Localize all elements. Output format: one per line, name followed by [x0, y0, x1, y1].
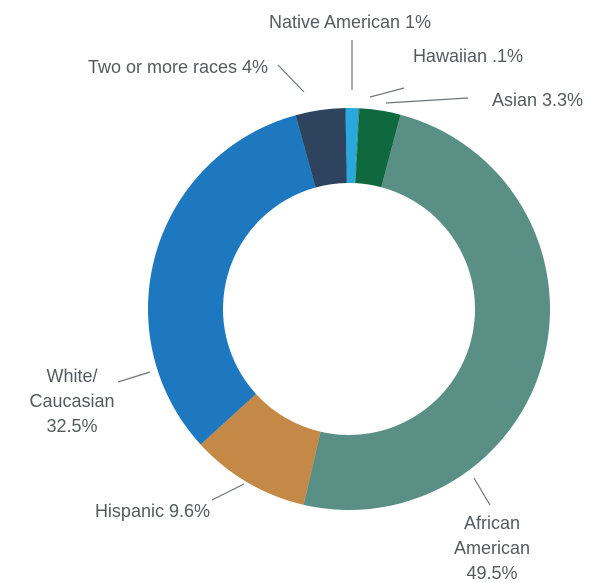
label-two-or-more-races: Two or more races 4% — [88, 57, 268, 77]
label-line: Caucasian — [29, 391, 114, 411]
leader-lines-group — [117, 40, 491, 506]
label-line: African — [464, 513, 520, 533]
slice-hispanic — [200, 393, 321, 505]
label-line: Hispanic 9.6% — [95, 501, 210, 521]
label-african-american: African American 49.5% — [454, 513, 530, 583]
slice-white-caucasian — [148, 115, 316, 445]
label-native-american: Native American 1% — [269, 12, 431, 32]
slice-asian — [355, 108, 401, 188]
slice-native-american — [345, 107, 359, 184]
leader-line-white-caucasian — [117, 371, 151, 383]
label-hispanic: Hispanic 9.6% — [95, 501, 210, 521]
slice-african-american — [303, 114, 550, 510]
leader-line-two-or-more-races — [277, 64, 305, 93]
label-line: White/ — [46, 366, 97, 386]
slice-hawaiian — [354, 108, 360, 184]
slice-two-or-more-races — [295, 108, 347, 188]
label-line: Native American 1% — [269, 12, 431, 32]
label-hawaiian: Hawaiian .1% — [413, 46, 523, 66]
slices-group — [148, 107, 550, 510]
leader-line-african-american — [473, 477, 491, 506]
label-line: 32.5% — [46, 416, 97, 436]
label-line: 49.5% — [466, 563, 517, 583]
label-line: Asian 3.3% — [492, 90, 583, 110]
leader-line-hawaiian — [369, 87, 405, 98]
label-white-caucasian: White/Caucasian 32.5% — [29, 366, 114, 436]
label-line: Hawaiian .1% — [413, 46, 523, 66]
labels-group: Native American 1% Hawaiian .1% Asian 3.3%… — [29, 12, 583, 583]
label-asian: Asian 3.3% — [492, 90, 583, 110]
label-line: Two or more races 4% — [88, 57, 268, 77]
leader-line-asian — [385, 97, 469, 104]
leader-line-hispanic — [211, 483, 245, 501]
label-line: American — [454, 538, 530, 558]
